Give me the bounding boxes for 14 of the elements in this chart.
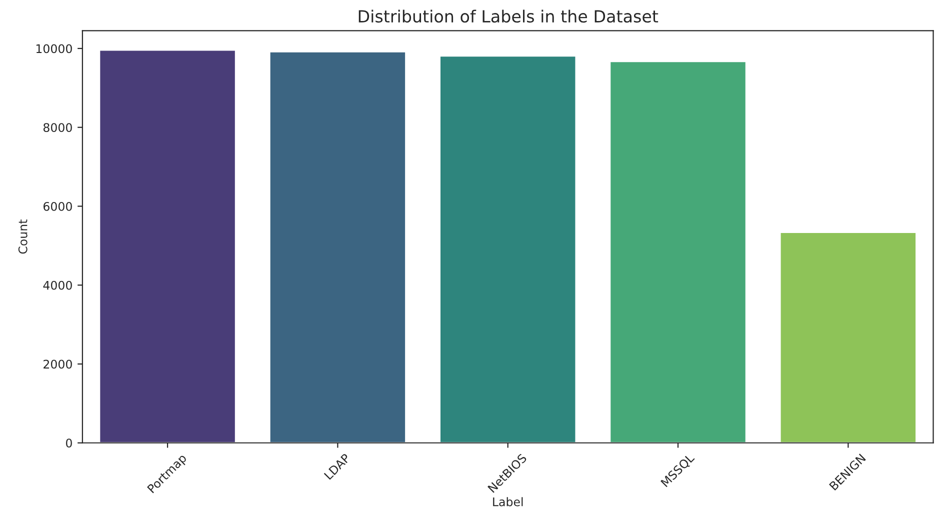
y-axis-title: Count: [18, 220, 28, 254]
bar: [439, 55, 577, 443]
bar: [98, 49, 236, 443]
y-tick-label: 4000: [43, 280, 72, 290]
y-tick-label: 8000: [43, 123, 72, 132]
y-tick-label: 2000: [44, 360, 72, 369]
bar: [779, 232, 917, 443]
y-tick-label: 10000: [36, 44, 72, 54]
y-tick-label: 6000: [44, 202, 72, 211]
bar: [268, 50, 406, 443]
bar: [609, 60, 747, 443]
chart-title: Distribution of Labels in the Dataset: [358, 10, 658, 23]
y-tick-label: 0: [66, 438, 72, 448]
x-axis-title: Label: [493, 497, 523, 506]
